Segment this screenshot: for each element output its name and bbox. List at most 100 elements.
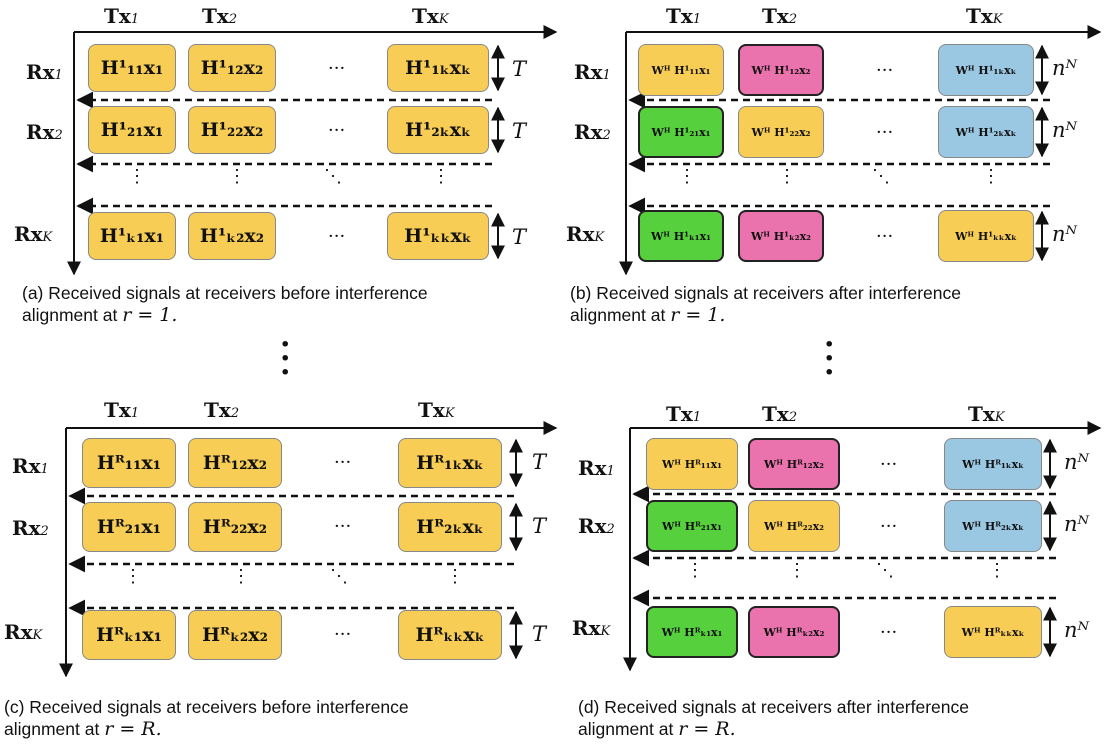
height-label-c-2: T [532, 514, 547, 538]
col-header-txk: TxK [966, 4, 1003, 28]
height-label-b-k: nᴺ [1052, 222, 1078, 246]
ellipsis-d-k: ··· [880, 622, 898, 643]
ellipsis-a-k: ··· [328, 226, 346, 247]
cell-d-1-1: Wᴴ Hᴿ₁₁x₁ [646, 438, 738, 490]
height-label-a-k: T [512, 225, 527, 249]
row-header-rxk: RxK [14, 222, 53, 246]
ellipsis-b-2: ··· [876, 122, 894, 143]
col-header-tx1: Tx1 [666, 402, 702, 426]
cell-a-1-k: H¹₁ₖxₖ [387, 44, 489, 92]
ddots-b: ⋱ [872, 166, 890, 187]
col-header-tx2: Tx2 [204, 398, 240, 422]
cell-d-k-1: Wᴴ Hᴿₖ₁x₁ [646, 606, 738, 658]
caption-d: (d) Received signals at receivers after … [578, 697, 970, 740]
cell-c-1-k: Hᴿ₁ₖxₖ [398, 438, 502, 488]
ellipsis-c-k: ··· [334, 624, 352, 645]
cell-a-2-k: H¹₂ₖxₖ [387, 106, 489, 154]
height-label-d-k: nᴺ [1064, 618, 1090, 642]
row-header-rx2: Rx2 [578, 514, 615, 538]
ddots-d: ⋱ [876, 560, 894, 581]
cell-c-2-2: Hᴿ₂₂x₂ [188, 502, 282, 552]
col-header-txk: TxK [412, 4, 449, 28]
row-header-rxk: RxK [566, 222, 605, 246]
cell-a-1-2: H¹₁₂x₂ [188, 44, 276, 92]
vdots-c-2: ⋮ [232, 566, 250, 587]
ellipsis-c-2: ··· [334, 516, 352, 537]
panel-gap-vdots-left: · · · [280, 327, 291, 390]
cell-c-k-1: Hᴿₖ₁x₁ [82, 610, 176, 660]
cell-b-2-k: Wᴴ H¹₂ₖxₖ [938, 106, 1034, 158]
height-label-a-1: T [512, 57, 527, 81]
cell-c-k-2: Hᴿₖ₂x₂ [188, 610, 282, 660]
cell-c-k-k: Hᴿₖₖxₖ [398, 610, 502, 660]
vdots-c-1: ⋮ [124, 566, 142, 587]
row-header-rxk: RxK [572, 616, 611, 640]
cell-a-2-2: H¹₂₂x₂ [188, 106, 276, 154]
height-label-b-1: nᴺ [1052, 56, 1078, 80]
row-header-rx1: Rx1 [574, 60, 611, 84]
height-label-d-1: nᴺ [1064, 450, 1090, 474]
caption-c: (c) Received signals at receivers before… [4, 697, 409, 740]
row-header-rx1: Rx1 [26, 60, 63, 84]
row-header-rx1: Rx1 [578, 456, 615, 480]
col-header-tx1: Tx1 [666, 4, 702, 28]
vdots-b-2: ⋮ [778, 166, 796, 187]
cell-b-1-1: Wᴴ H¹₁₁x₁ [638, 44, 724, 96]
row-header-rx2: Rx2 [12, 516, 49, 540]
height-label-b-2: nᴺ [1052, 118, 1078, 142]
cell-b-2-2: Wᴴ H¹₂₂x₂ [738, 106, 824, 158]
cell-c-1-2: Hᴿ₁₂x₂ [188, 438, 282, 488]
row-header-rx2: Rx2 [26, 120, 63, 144]
cell-b-1-2: Wᴴ H¹₁₂x₂ [738, 44, 824, 96]
cell-d-k-2: Wᴴ Hᴿₖ₂x₂ [748, 606, 840, 658]
ellipsis-d-1: ··· [880, 454, 898, 475]
cell-b-k-k: Wᴴ H¹ₖₖxₖ [938, 210, 1034, 262]
row-header-rx2: Rx2 [574, 120, 611, 144]
row-header-rxk: RxK [4, 620, 43, 644]
cell-d-1-2: Wᴴ Hᴿ₁₂x₂ [748, 438, 840, 490]
caption-a: (a) Received signals at receivers before… [22, 283, 428, 326]
ellipsis-c-1: ··· [334, 452, 352, 473]
vdots-b-k: ⋮ [982, 166, 1000, 187]
cell-d-1-k: Wᴴ Hᴿ₁ₖxₖ [944, 438, 1042, 490]
col-header-tx1: Tx1 [104, 398, 140, 422]
panel-gap-vdots-right: · · · [824, 327, 835, 390]
height-label-c-k: T [532, 622, 547, 646]
vdots-a-2: ⋮ [228, 166, 246, 187]
cell-c-1-1: Hᴿ₁₁x₁ [82, 438, 176, 488]
ellipsis-a-1: ··· [328, 58, 346, 79]
cell-d-2-k: Wᴴ Hᴿ₂ₖxₖ [944, 500, 1042, 552]
cell-a-k-2: H¹ₖ₂x₂ [188, 212, 276, 260]
ellipsis-a-2: ··· [328, 120, 346, 141]
ellipsis-d-2: ··· [880, 516, 898, 537]
cell-c-2-1: Hᴿ₂₁x₁ [82, 502, 176, 552]
cell-d-k-k: Wᴴ Hᴿₖₖxₖ [944, 606, 1042, 658]
col-header-tx2: Tx2 [762, 402, 798, 426]
cell-a-2-1: H¹₂₁x₁ [88, 106, 176, 154]
cell-b-2-1: Wᴴ H¹₂₁x₁ [638, 106, 724, 158]
ellipsis-b-1: ··· [876, 60, 894, 81]
vdots-a-1: ⋮ [128, 166, 146, 187]
col-header-tx2: Tx2 [202, 4, 238, 28]
cell-d-2-1: Wᴴ Hᴿ₂₁x₁ [646, 500, 738, 552]
height-label-c-1: T [532, 450, 547, 474]
ddots-a: ⋱ [324, 166, 342, 187]
height-label-a-2: T [512, 119, 527, 143]
row-header-rx1: Rx1 [12, 454, 49, 478]
vdots-d-1: ⋮ [686, 560, 704, 581]
col-header-txk: TxK [418, 398, 455, 422]
ellipsis-b-k: ··· [876, 226, 894, 247]
col-header-tx2: Tx2 [762, 4, 798, 28]
vdots-a-k: ⋮ [432, 166, 450, 187]
cell-b-k-2: Wᴴ H¹ₖ₂x₂ [738, 210, 824, 262]
height-label-d-2: nᴺ [1064, 512, 1090, 536]
cell-d-2-2: Wᴴ Hᴿ₂₂x₂ [748, 500, 840, 552]
col-header-tx1: Tx1 [104, 4, 140, 28]
vdots-b-1: ⋮ [678, 166, 696, 187]
col-header-txk: TxK [968, 402, 1005, 426]
cell-a-1-1: H¹₁₁x₁ [88, 44, 176, 92]
cell-b-1-k: Wᴴ H¹₁ₖxₖ [938, 44, 1034, 96]
ddots-c: ⋱ [330, 566, 348, 587]
cell-a-k-1: H¹ₖ₁x₁ [88, 212, 176, 260]
